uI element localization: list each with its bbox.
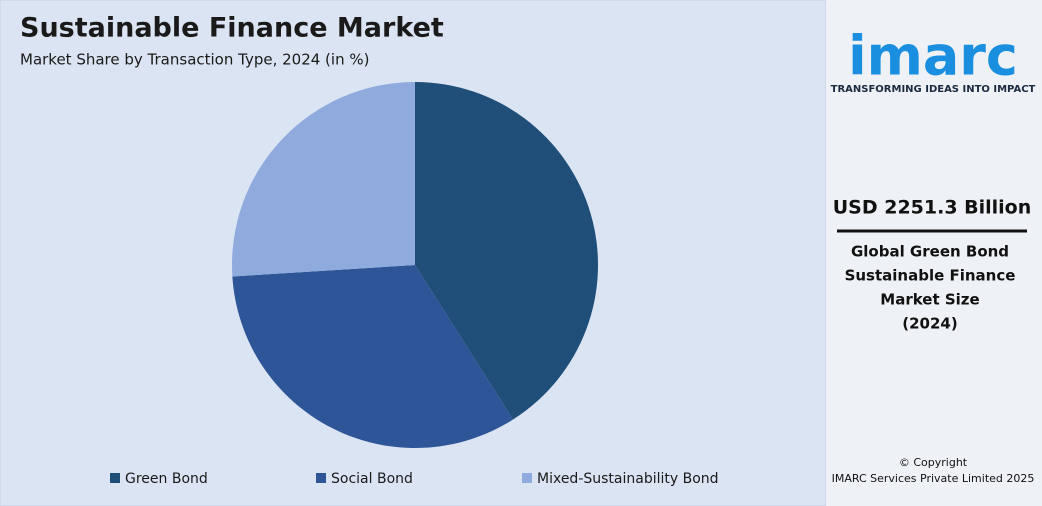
sidebar: Global Green Bond Sustainable Finance Mark… [832, 243, 1035, 486]
legend-label: Social Bond [331, 471, 413, 487]
chart-subtitle: Market Share by Transaction Type, 2024 (… [20, 51, 369, 69]
legend-swatch [316, 473, 326, 483]
logo: imarc [848, 25, 1018, 88]
legend-swatch [522, 473, 532, 483]
copyright-line: IMARC Services Private Limited 2025 [832, 472, 1035, 485]
pie-slice [232, 82, 415, 277]
sidebar-background [826, 0, 1042, 506]
chart-title: Sustainable Finance Market [20, 13, 444, 44]
pie [232, 82, 598, 448]
headline: USD 2251.3 Billion [833, 197, 1032, 219]
tagline: TRANSFORMING IDEAS INTO IMPACT [831, 84, 1036, 95]
legend-label: Green Bond [125, 471, 208, 487]
legend: Green Bond Social Bond Mixed-Sustainabilit… [110, 471, 719, 487]
pie-slice [415, 82, 598, 420]
caption-line: (2024) [902, 315, 957, 333]
caption-line: Market Size [880, 291, 979, 309]
legend-label: Mixed-Sustainability Bond [537, 471, 719, 487]
caption-line: Global Green Bond [851, 243, 1009, 261]
pie-slice [232, 265, 514, 448]
caption-line: Sustainable Finance [845, 267, 1016, 285]
copyright-line: © Copyright [899, 456, 968, 469]
legend-swatch [110, 473, 120, 483]
